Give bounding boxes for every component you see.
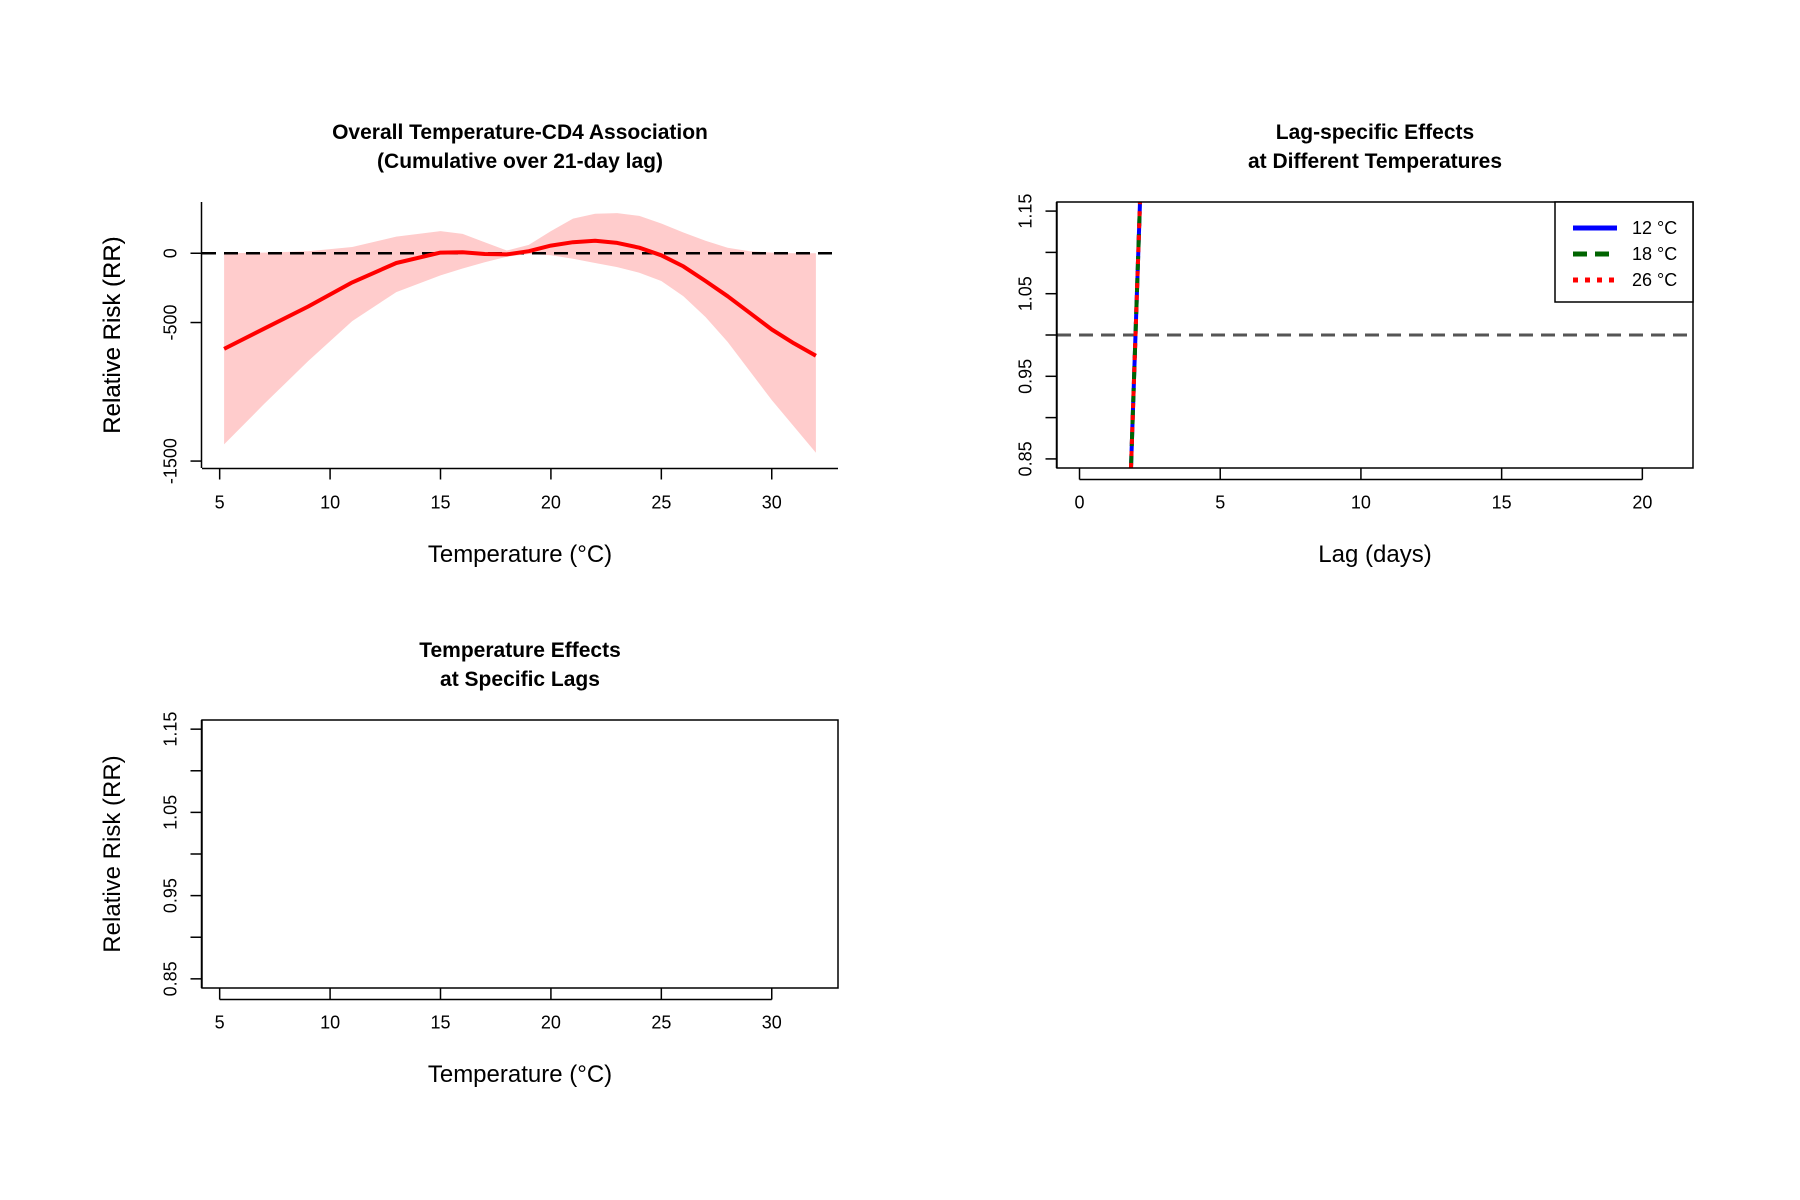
plot-area bbox=[202, 213, 838, 453]
x-tick-label: 5 bbox=[215, 1013, 225, 1033]
chart-subtitle: (Cumulative over 21-day lag) bbox=[377, 150, 663, 173]
x-tick-label: 0 bbox=[1075, 493, 1085, 513]
legend-label: 12 °C bbox=[1632, 218, 1677, 238]
x-tick-label: 5 bbox=[1215, 493, 1225, 513]
x-axis: 5 10 15 20 25 30 bbox=[215, 988, 782, 1033]
y-axis: 0.85 0.95 1.05 1.15 bbox=[161, 712, 203, 996]
panel-1: Overall Temperature-CD4 Association (Cumu… bbox=[99, 121, 838, 568]
y-tick-label: 0.95 bbox=[161, 878, 181, 913]
plot-frame bbox=[1056, 201, 1694, 469]
confidence-band bbox=[224, 213, 816, 453]
legend: 12 °C 18 °C 26 °C bbox=[1554, 201, 1694, 303]
chart-subtitle: at Specific Lags bbox=[440, 668, 600, 691]
plot-area bbox=[1057, 202, 1693, 468]
y-tick-label: 0 bbox=[161, 248, 181, 258]
series-line-3 bbox=[1129, 202, 1142, 468]
legend-label: 26 °C bbox=[1632, 270, 1677, 290]
x-tick-label: 5 bbox=[215, 493, 225, 513]
y-tick-label: 0.85 bbox=[161, 961, 181, 996]
series-line-1 bbox=[223, 238, 817, 358]
x-axis-label: Lag (days) bbox=[1318, 541, 1431, 568]
x-tick-label: 15 bbox=[430, 493, 450, 513]
x-tick-label: 25 bbox=[651, 1013, 671, 1033]
chart-title: Lag-specific Effects bbox=[1276, 121, 1474, 144]
x-tick-label: 20 bbox=[541, 1013, 561, 1033]
x-tick-label: 10 bbox=[320, 1013, 340, 1033]
y-tick-label: 1.05 bbox=[161, 795, 181, 830]
x-tick-label: 15 bbox=[1492, 493, 1512, 513]
y-tick-label: 1.15 bbox=[1016, 194, 1036, 229]
y-tick-label: -500 bbox=[161, 305, 181, 341]
chart-title: Overall Temperature-CD4 Association bbox=[332, 121, 708, 144]
x-tick-label: 20 bbox=[541, 493, 561, 513]
y-axis: 0.85 0.95 1.05 1.15 bbox=[1016, 194, 1058, 476]
x-axis: 0 5 10 15 20 bbox=[1075, 468, 1652, 513]
x-tick-label: 10 bbox=[320, 493, 340, 513]
y-tick-label: 0.95 bbox=[1016, 359, 1036, 394]
x-tick-label: 10 bbox=[1351, 493, 1371, 513]
panel-2: Lag-specific Effects at Different Tempera… bbox=[99, 121, 1694, 568]
x-tick-label: 30 bbox=[762, 493, 782, 513]
y-axis: -1500 -500 0 bbox=[161, 202, 203, 484]
y-axis-label: Relative Risk (RR) bbox=[99, 755, 126, 952]
y-tick-label: 1.15 bbox=[161, 712, 181, 747]
panel-3: Temperature Effects at Specific Lags Tempe… bbox=[99, 639, 839, 1088]
x-tick-label: 20 bbox=[1632, 493, 1652, 513]
x-axis: 5 10 15 20 25 30 bbox=[202, 467, 838, 513]
x-axis-label: Temperature (°C) bbox=[428, 541, 612, 568]
y-axis-label: Relative Risk (RR) bbox=[99, 236, 126, 433]
x-tick-label: 15 bbox=[430, 1013, 450, 1033]
chart-subtitle: at Different Temperatures bbox=[1248, 150, 1502, 173]
y-tick-label: 0.85 bbox=[1016, 441, 1036, 476]
y-axis-label: Relative Risk (RR) bbox=[99, 236, 126, 433]
x-tick-label: 25 bbox=[651, 493, 671, 513]
plot-frame bbox=[201, 719, 839, 989]
x-axis-label: Temperature (°C) bbox=[428, 1061, 612, 1088]
legend-label: 18 °C bbox=[1632, 244, 1677, 264]
y-tick-label: -1500 bbox=[161, 438, 181, 484]
chart-title: Temperature Effects bbox=[419, 639, 621, 662]
x-tick-label: 30 bbox=[762, 1013, 782, 1033]
y-tick-label: 1.05 bbox=[1016, 276, 1036, 311]
